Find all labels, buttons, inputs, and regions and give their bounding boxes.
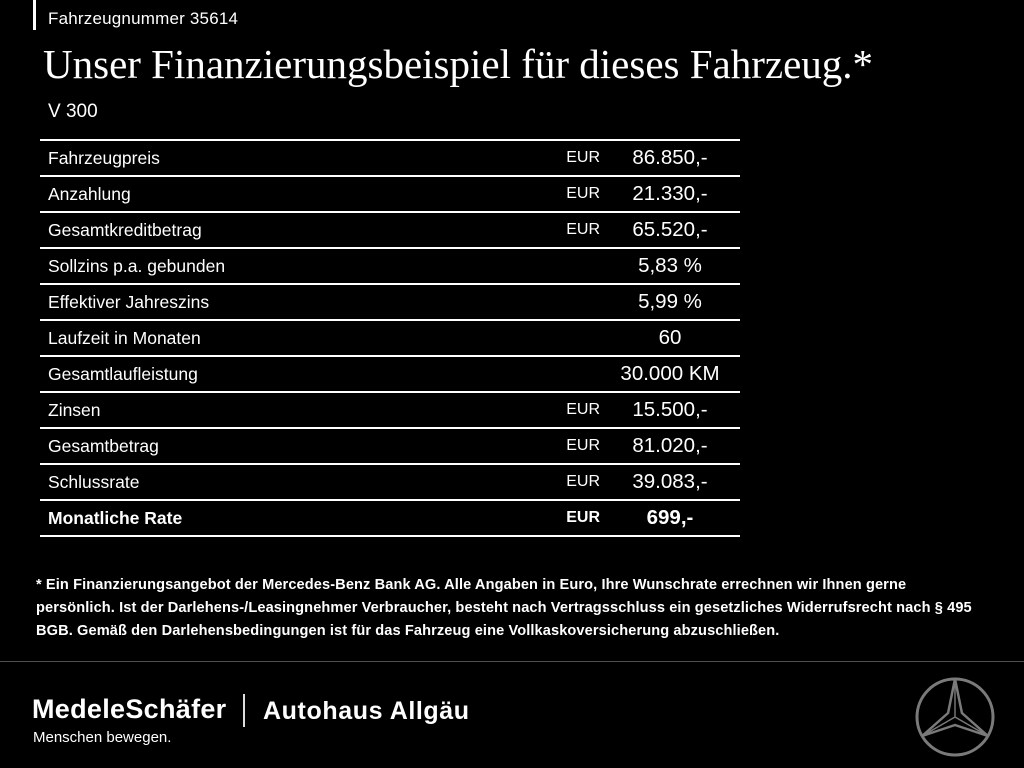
top-left-mark — [33, 0, 36, 30]
table-row: Gesamtbetrag EUR 81.020,- — [40, 427, 740, 463]
row-label: Sollzins p.a. gebunden — [48, 255, 226, 276]
dealer-logo-autohaus-allgaeu: Autohaus Allgäu — [263, 697, 470, 725]
row-value: 39.083,- — [632, 470, 708, 493]
table-row: Fahrzeugpreis EUR 86.850,- — [40, 139, 740, 175]
row-currency: EUR — [566, 221, 600, 238]
row-value: 5,83 % — [638, 254, 702, 277]
table-row: Monatliche Rate EUR 699,- — [40, 499, 740, 535]
row-label: Monatliche Rate — [48, 507, 183, 528]
row-value: 699,- — [646, 506, 694, 529]
table-row: Zinsen EUR 15.500,- — [40, 391, 740, 427]
finance-table: Fahrzeugpreis EUR 86.850,- Anzahlung EUR… — [40, 139, 740, 537]
table-row: Laufzeit in Monaten 60 — [40, 319, 740, 355]
row-currency: EUR — [566, 401, 600, 418]
row-label: Zinsen — [48, 399, 101, 420]
row-label: Effektiver Jahreszins — [48, 291, 210, 312]
row-label: Gesamtkreditbetrag — [48, 219, 202, 240]
table-row: Anzahlung EUR 21.330,- — [40, 175, 740, 211]
row-currency: EUR — [566, 509, 600, 526]
row-currency: EUR — [566, 149, 600, 166]
vehicle-number: Fahrzeugnummer 35614 — [48, 9, 239, 28]
row-label: Anzahlung — [48, 183, 131, 204]
table-row: Gesamtlaufleistung 30.000 KM — [40, 355, 740, 391]
row-currency: EUR — [566, 437, 600, 454]
footer-divider — [0, 661, 1024, 662]
table-row: Sollzins p.a. gebunden 5,83 % — [40, 247, 740, 283]
row-label: Fahrzeugpreis — [48, 147, 160, 168]
row-value: 5,99 % — [638, 290, 702, 313]
table-row: Gesamtkreditbetrag EUR 65.520,- — [40, 211, 740, 247]
row-value: 15.500,- — [632, 398, 708, 421]
table-row: Schlussrate EUR 39.083,- — [40, 463, 740, 499]
row-label: Laufzeit in Monaten — [48, 327, 201, 348]
row-value: 65.520,- — [632, 218, 708, 241]
dealer-logo-separator — [243, 694, 245, 727]
row-value: 86.850,- — [632, 146, 708, 169]
row-label: Gesamtbetrag — [48, 435, 159, 456]
finance-footnote: * Ein Finanzierungsangebot der Mercedes-… — [36, 577, 972, 639]
row-value: 81.020,- — [632, 434, 708, 457]
row-label: Gesamtlaufleistung — [48, 363, 198, 384]
dealer-logo-medeleschaefer: MedeleSchäfer — [32, 694, 227, 724]
row-value: 30.000 KM — [620, 362, 720, 385]
row-value: 60 — [658, 326, 682, 349]
row-value: 21.330,- — [632, 182, 708, 205]
page-title: Unser Finanzierungsbeispiel für dieses F… — [43, 41, 874, 87]
mercedes-star-icon — [914, 676, 996, 758]
row-currency: EUR — [566, 473, 600, 490]
row-label: Schlussrate — [48, 471, 140, 492]
vehicle-model: V 300 — [48, 101, 98, 122]
dealer-tagline: Menschen bewegen. — [33, 729, 172, 746]
row-currency: EUR — [566, 185, 600, 202]
table-row: Effektiver Jahreszins 5,99 % — [40, 283, 740, 319]
